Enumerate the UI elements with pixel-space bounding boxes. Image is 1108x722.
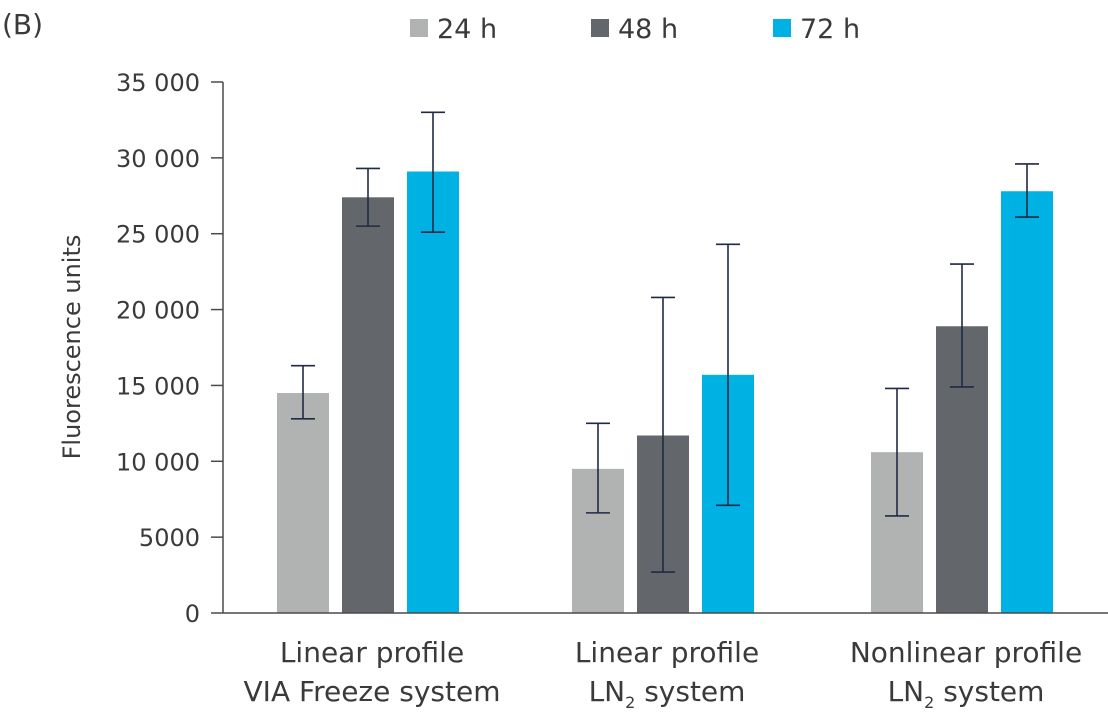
legend-label: 48 h: [618, 14, 678, 45]
category-label-line2-tail: system: [635, 675, 745, 708]
category-label-line2-main: LN: [589, 675, 626, 708]
bar-48h-cat1: [342, 197, 394, 613]
y-tick-label: 15 000: [116, 372, 200, 400]
y-tick-label: 10 000: [116, 448, 200, 476]
y-tick-label: 35 000: [116, 69, 200, 97]
legend-label: 24 h: [437, 14, 497, 45]
error-bar: [950, 263, 974, 388]
bar-72h-cat1: [407, 171, 459, 614]
y-axis: 0 5000 10 000 15 000 20 000 25 000 30 000 35 00…: [116, 69, 224, 628]
error-bar: [291, 364, 315, 420]
category-label-line2: LN2 system: [888, 675, 1045, 712]
category-label-line2-main: VIA Freeze system: [244, 675, 501, 708]
y-tick-label: 25 000: [116, 221, 200, 249]
y-tick-label: 30 000: [116, 145, 200, 173]
legend-swatch: [591, 19, 609, 37]
error-bar: [885, 387, 909, 517]
error-bar: [1015, 163, 1039, 218]
error-bar: [421, 111, 445, 233]
y-tick-label: 20 000: [116, 297, 200, 325]
category-label-line1: Linear profile: [280, 636, 464, 669]
error-bar: [651, 296, 675, 573]
legend-label: 72 h: [800, 14, 860, 45]
bar-72h-cat3: [1001, 191, 1053, 613]
y-tick-label: 0: [185, 600, 200, 628]
category-label-line2-main: LN: [888, 675, 925, 708]
y-tick-label: 5000: [139, 524, 200, 552]
legend-swatch: [773, 19, 791, 37]
category-label-line2: VIA Freeze system: [244, 675, 501, 708]
category-label-line1: Nonlinear profile: [850, 636, 1082, 669]
error-bar: [356, 167, 380, 227]
y-axis-title: Fluorescence units: [58, 235, 86, 460]
bars: [277, 171, 1053, 614]
category-label-line2-tail: system: [934, 675, 1044, 708]
error-bar: [586, 422, 610, 514]
legend-swatch: [410, 19, 428, 37]
category-label-line2: LN2 system: [589, 675, 746, 712]
category-label-subscript: 2: [924, 693, 934, 712]
error-bars: [291, 111, 1039, 573]
category-labels: Linear profile VIA Freeze system Linear pr…: [244, 636, 1083, 712]
bar-24h-cat1: [277, 393, 329, 613]
error-bar: [716, 243, 740, 507]
panel-label: (B): [2, 8, 43, 41]
legend: 24 h 48 h 72 h: [410, 14, 860, 45]
category-label-subscript: 2: [625, 693, 635, 712]
category-label-line1: Linear profile: [575, 636, 759, 669]
